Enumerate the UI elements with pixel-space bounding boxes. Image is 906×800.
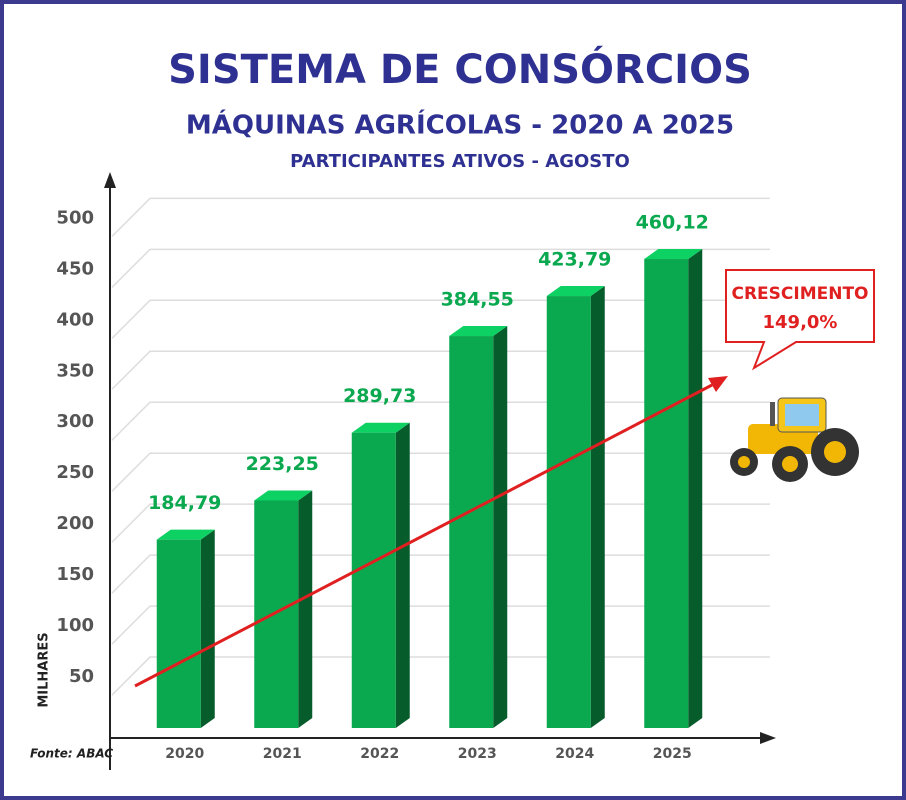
callout-text: CRESCIMENTO: [731, 284, 868, 304]
plot-area: 50 100 150 200 250 300 350 400 450 500 2020 184,79 2…: [56, 197, 770, 762]
bar-top: [254, 490, 313, 501]
trend-arrow-head: [708, 376, 728, 392]
y-tick-label: 500: [56, 207, 94, 228]
y-tick-label: 200: [56, 513, 94, 534]
x-tick-label: 2025: [653, 746, 692, 762]
value-label: 184,79: [148, 492, 221, 514]
bar: [156, 529, 215, 728]
y-axis-label: MILHARES: [37, 632, 52, 707]
chart-subtitle: MÁQUINAS AGRÍCOLAS - 2020 A 2025: [186, 109, 734, 141]
bar-front: [644, 259, 689, 728]
bar-side: [395, 422, 410, 728]
value-label: 223,25: [246, 453, 319, 475]
chart-subtitle: PARTICIPANTES ATIVOS - AGOSTO: [290, 151, 630, 172]
y-tick-label: 100: [56, 615, 94, 636]
bar-top: [644, 249, 703, 260]
x-axis-arrow: [760, 732, 776, 744]
value-label: 289,73: [343, 385, 416, 407]
value-label: 460,12: [636, 212, 709, 234]
bar-side: [688, 249, 703, 728]
x-tick-label: 2022: [360, 746, 399, 762]
source: Fonte: ABAC: [30, 747, 113, 761]
tractor-icon: [730, 397, 859, 482]
y-tick-label: 450: [56, 258, 94, 279]
bar-top: [156, 529, 215, 540]
y-tick-label: 50: [69, 666, 94, 687]
bar-side: [493, 326, 508, 728]
bar: [449, 326, 508, 728]
bar: [644, 249, 703, 728]
bar-top: [546, 286, 605, 297]
callout-value: 149,0%: [763, 312, 838, 333]
y-axis-arrow: [104, 172, 116, 188]
value-label: 384,55: [441, 289, 514, 311]
trend-arrow: [134, 383, 713, 688]
bar-side: [590, 286, 605, 728]
grid-line: [111, 197, 770, 237]
x-tick-label: 2020: [165, 746, 204, 762]
y-tick-label: 150: [56, 564, 94, 585]
y-tick-label: 350: [56, 360, 94, 381]
bar-front: [254, 500, 299, 728]
value-label: 423,79: [538, 249, 611, 271]
callout: [725, 269, 875, 371]
bar: [546, 286, 605, 728]
grid-line: [111, 248, 770, 288]
bar: [254, 490, 313, 728]
bar: [351, 422, 410, 728]
bar-side: [200, 529, 215, 728]
bar-top: [449, 326, 508, 337]
bar-front: [156, 539, 201, 728]
bar-front: [546, 296, 591, 728]
x-tick-label: 2024: [555, 746, 594, 762]
bar-top: [351, 422, 410, 433]
bar-front: [351, 432, 396, 728]
x-tick-label: 2021: [263, 746, 302, 762]
y-tick-label: 300: [56, 411, 94, 432]
overlay: CRESCIMENTO 149,0%: [134, 269, 875, 688]
x-tick-label: 2023: [458, 746, 497, 762]
y-tick-label: 250: [56, 462, 94, 483]
bar-side: [298, 490, 313, 728]
bar-front: [449, 336, 494, 728]
y-tick-label: 400: [56, 309, 94, 330]
chart-title: SISTEMA DE CONSÓRCIOS: [168, 45, 752, 93]
